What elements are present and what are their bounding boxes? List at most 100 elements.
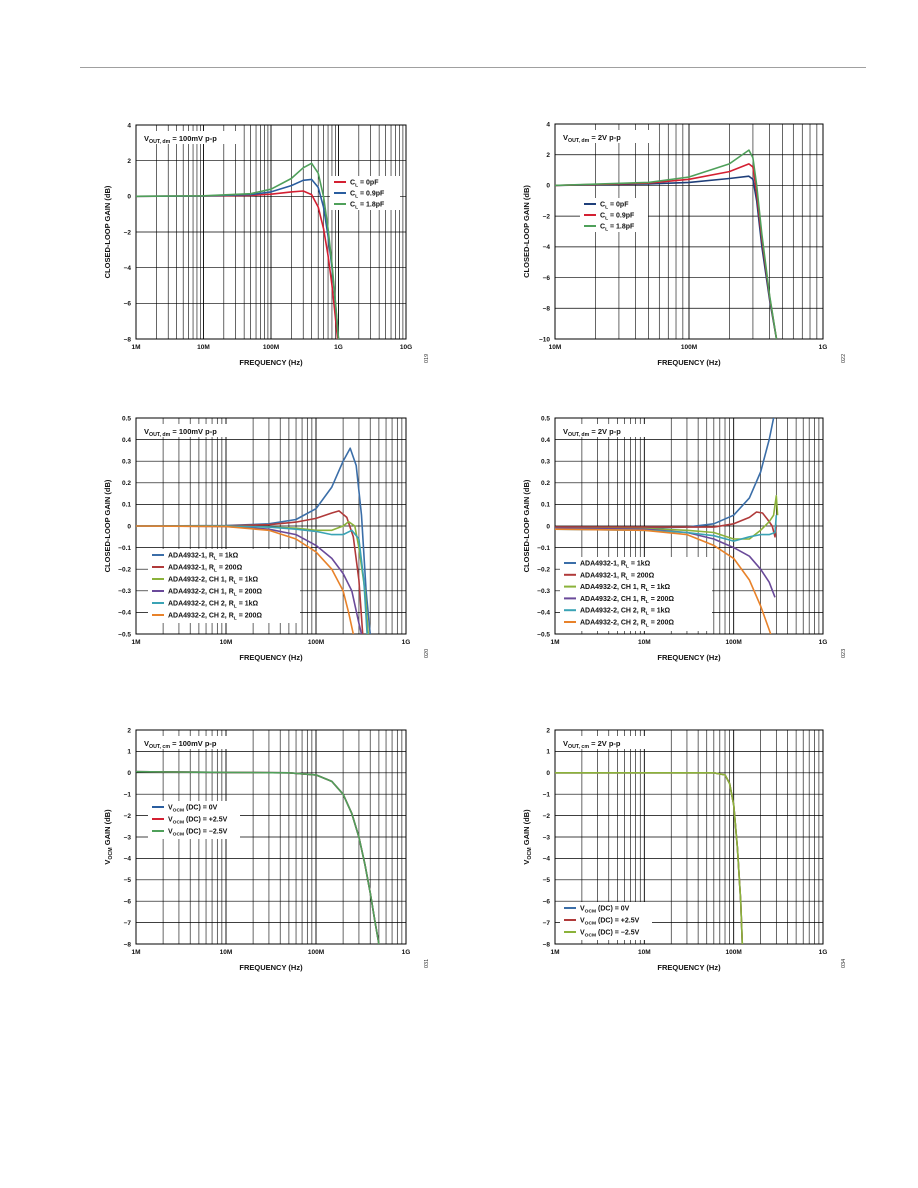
- y-tick-label: −4: [543, 856, 551, 863]
- y-tick-label: 0: [127, 770, 131, 777]
- y-tick-label: −4: [543, 244, 551, 251]
- y-tick-label: 4: [546, 121, 550, 128]
- x-tick-label: 100M: [308, 949, 324, 956]
- y-tick-label: −2: [124, 229, 132, 236]
- x-axis-label: FREQUENCY (Hz): [239, 963, 303, 972]
- legend-entry: CL = 0.9pF: [350, 191, 385, 200]
- series-line-3: [136, 770, 380, 944]
- y-tick-label: −6: [543, 899, 551, 906]
- series-line-6: [555, 528, 772, 634]
- y-tick-label: −1: [543, 792, 551, 799]
- series-line-1: [136, 770, 380, 944]
- legend-entry: ADA4932-2, CH 1, RL = 1kΩ: [580, 584, 671, 593]
- x-tick-label: 10M: [220, 949, 233, 956]
- series-line-5: [136, 525, 368, 634]
- x-tick-label: 10M: [638, 639, 651, 646]
- legend: ADA4932-1, RL = 1kΩ ADA4932-1, RL = 200Ω A…: [560, 557, 712, 631]
- x-tick-label: 10M: [638, 949, 651, 956]
- legend: CL = 0pF CL = 0.9pF CL = 1.8pF: [330, 176, 400, 211]
- legend-entry: CL = 1.8pF: [600, 224, 635, 233]
- x-tick-label: 1G: [819, 949, 828, 956]
- y-tick-label: 0.3: [122, 459, 131, 466]
- series-line-3: [555, 772, 744, 944]
- x-tick-label: 1M: [131, 949, 140, 956]
- legend-entry: VOCM (DC) = 0V: [168, 805, 218, 814]
- y-tick-label: −3: [124, 834, 132, 841]
- x-tick-label: 1G: [402, 949, 411, 956]
- legend-entry: VOCM (DC) = +2.5V: [580, 918, 640, 927]
- y-tick-label: −8: [124, 941, 132, 948]
- legend-entry: CL = 0.9pF: [600, 213, 635, 222]
- legend-entry: VOCM (DC) = −2.5V: [168, 829, 228, 838]
- y-tick-label: −0.5: [118, 631, 131, 638]
- svg-text:VOUT, dm = 2V p-p: VOUT, dm = 2V p-p: [563, 427, 621, 438]
- condition-annotation: VOUT, dm = 100mV p-p: [140, 424, 240, 438]
- legend-entry: ADA4932-2, CH 2, RL = 1kΩ: [580, 608, 671, 617]
- y-tick-label: −2: [543, 213, 551, 220]
- y-tick-label: 0.1: [122, 502, 131, 509]
- legend-entry: ADA4932-2, CH 1, RL = 200Ω: [580, 596, 674, 605]
- x-tick-label: 1M: [131, 639, 140, 646]
- legend: VOCM (DC) = 0V VOCM (DC) = +2.5V VOCM (DC)…: [560, 902, 652, 940]
- y-tick-label: −0.4: [537, 610, 550, 617]
- y-tick-label: −6: [124, 899, 132, 906]
- chart-3: −0.5 −0.4 −0.3 −0.2 −0.1 0 0.1 0.2 0.3 0.4 0.5 1M 10…: [103, 415, 430, 662]
- y-tick-label: −10: [539, 336, 550, 343]
- y-tick-label: −0.1: [537, 545, 550, 552]
- chart-4: −0.5 −0.4 −0.3 −0.2 −0.1 0 0.1 0.2 0.3 0.4 0.5 1M 10…: [522, 415, 847, 662]
- legend-entry: CL = 0pF: [350, 180, 379, 189]
- legend-entry: VOCM (DC) = −2.5V: [580, 930, 640, 939]
- plot-frame: [554, 729, 824, 945]
- x-tick-label: 100M: [681, 344, 697, 351]
- y-axis-label: CLOSED-LOOP GAIN (dB): [103, 185, 112, 278]
- y-tick-label: −7: [543, 920, 551, 927]
- plot-frame: [554, 417, 824, 635]
- y-tick-label: −0.5: [537, 631, 550, 638]
- svg-text:VOUT, cm = 2V p-p: VOUT, cm = 2V p-p: [563, 739, 621, 750]
- series-line-5: [555, 515, 778, 542]
- y-tick-label: −3: [543, 834, 551, 841]
- legend-entry: ADA4932-2, CH 2, RL = 200Ω: [580, 620, 674, 629]
- figure-id: 019: [424, 354, 430, 363]
- legend-entry: ADA4932-1, RL = 1kΩ: [580, 561, 651, 570]
- x-tick-label: 1G: [819, 344, 828, 351]
- x-tick-label: 10M: [220, 639, 233, 646]
- y-tick-label: −0.2: [537, 567, 550, 574]
- x-tick-label: 1M: [550, 639, 559, 646]
- legend-entry: ADA4932-1, RL = 200Ω: [580, 572, 655, 581]
- series-line-2: [136, 510, 364, 634]
- legend-entry: ADA4932-1, RL = 1kΩ: [168, 553, 239, 562]
- x-axis-label: FREQUENCY (Hz): [657, 963, 721, 972]
- plot-frame: [135, 729, 407, 945]
- series-line-3: [555, 495, 779, 540]
- x-axis-label: FREQUENCY (Hz): [239, 358, 303, 367]
- x-tick-label: 1G: [402, 639, 411, 646]
- figure-id: 031: [424, 959, 430, 968]
- chart-2: −10 −8 −6 −4 −2 0 2 4 10M 100M 1G FREQUENCY (Hz) CLO…: [522, 121, 847, 367]
- condition-annotation: VOUT, cm = 2V p-p: [559, 736, 659, 750]
- y-tick-label: 0.4: [541, 437, 550, 444]
- y-axis-label: CLOSED-LOOP GAIN (dB): [103, 479, 112, 572]
- legend-entry: ADA4932-2, CH 1, RL = 200Ω: [168, 589, 262, 598]
- svg-text:VOUT, dm = 2V p-p: VOUT, dm = 2V p-p: [563, 133, 621, 144]
- figure-id: 023: [841, 649, 847, 658]
- legend: CL = 0pF CL = 0.9pF CL = 1.8pF: [580, 198, 648, 233]
- legend-entry: ADA4932-1, RL = 200Ω: [168, 565, 243, 574]
- y-tick-label: 2: [546, 727, 550, 734]
- y-tick-label: −4: [124, 265, 132, 272]
- series-line-2: [136, 770, 380, 944]
- chart-6: −8 −7 −6 −5 −4 −3 −2 −1 0 1 2 1M 10M 100M 1G FREQUENCY …: [522, 727, 847, 972]
- y-tick-label: −5: [543, 877, 551, 884]
- y-tick-label: 0.5: [122, 415, 131, 422]
- x-axis-label: FREQUENCY (Hz): [657, 358, 721, 367]
- y-tick-label: −2: [543, 813, 551, 820]
- y-tick-label: −8: [124, 336, 132, 343]
- legend-entry: VOCM (DC) = +2.5V: [168, 817, 228, 826]
- legend-entry: ADA4932-2, CH 1, RL = 1kΩ: [168, 577, 259, 586]
- y-tick-label: −8: [543, 306, 551, 313]
- y-tick-label: 2: [546, 152, 550, 159]
- chart-5: −8 −7 −6 −5 −4 −3 −2 −1 0 1 2 1M 10M 100M 1G FREQUENCY …: [103, 727, 430, 972]
- y-axis-label: VOCM GAIN (dB): [103, 809, 114, 865]
- y-tick-label: −4: [124, 856, 132, 863]
